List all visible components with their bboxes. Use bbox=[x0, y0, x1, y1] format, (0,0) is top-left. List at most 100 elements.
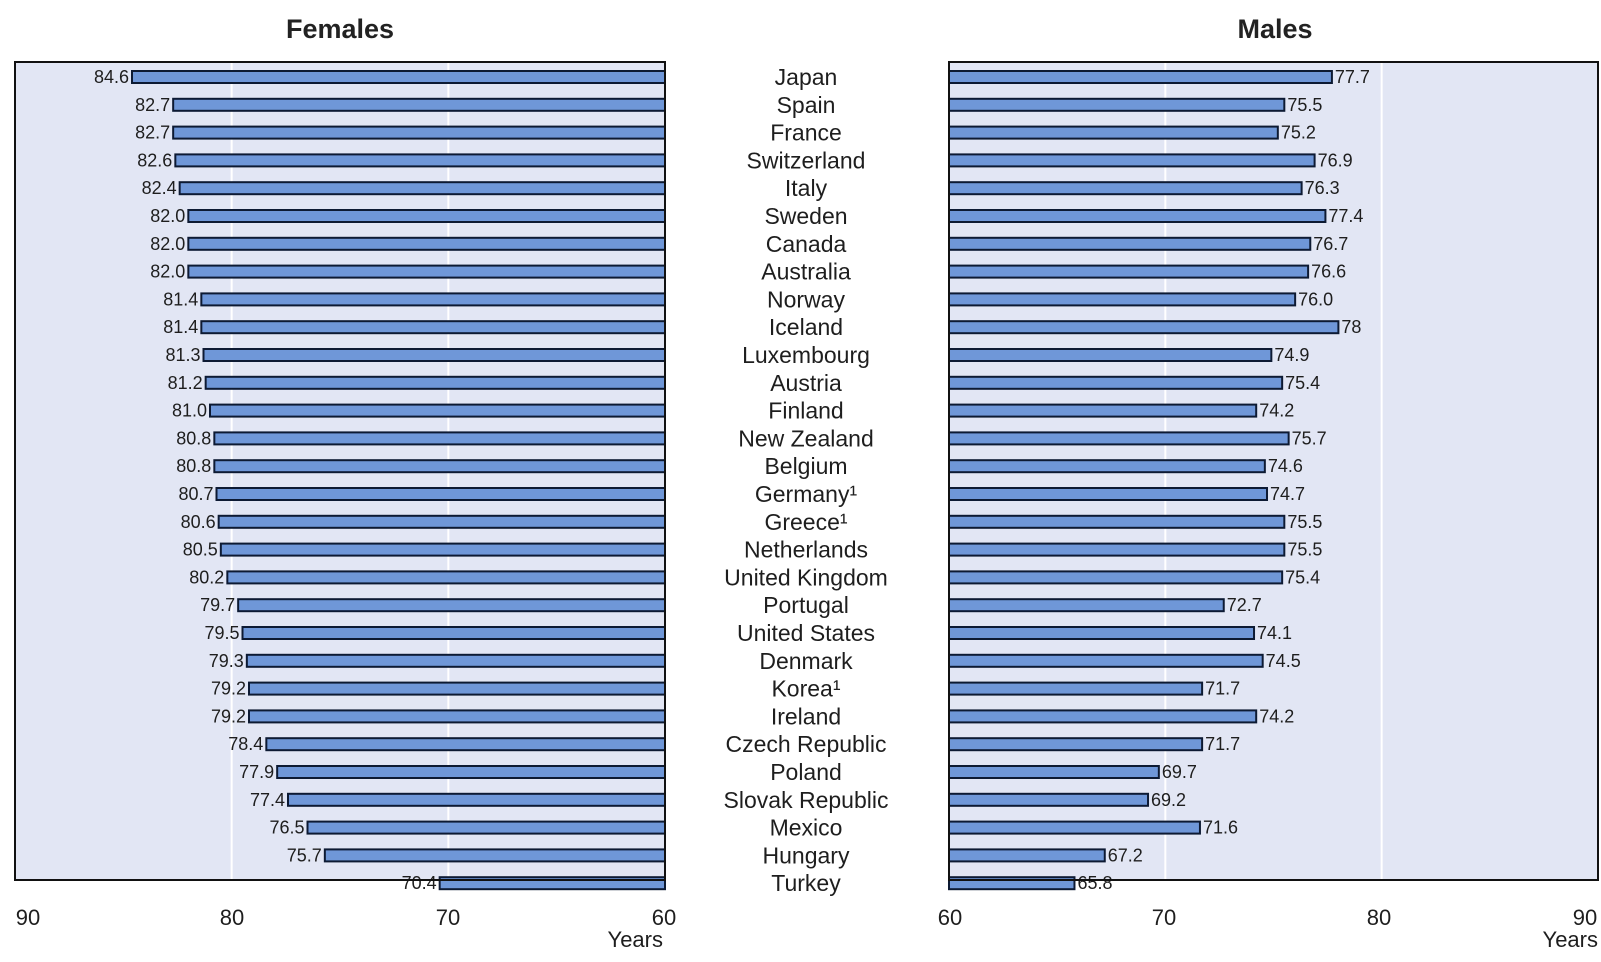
females-value-label: 81.4 bbox=[163, 317, 198, 337]
males-bar bbox=[948, 653, 1264, 668]
males-bar bbox=[948, 97, 1286, 112]
males-bar bbox=[948, 792, 1150, 807]
females-value-label: 80.6 bbox=[181, 512, 216, 532]
females-value-label: 81.3 bbox=[165, 345, 200, 365]
females-tick-label: 60 bbox=[652, 905, 676, 930]
country-label: Germany¹ bbox=[755, 481, 858, 507]
females-value-label: 80.8 bbox=[176, 428, 211, 448]
males-value-label: 74.2 bbox=[1259, 401, 1294, 421]
country-label: Turkey bbox=[771, 870, 841, 896]
females-bar bbox=[241, 626, 666, 640]
country-label: Ireland bbox=[771, 703, 841, 729]
females-tick-label: 80 bbox=[220, 905, 244, 930]
country-label: France bbox=[770, 120, 842, 146]
males-value-label: 69.7 bbox=[1162, 762, 1197, 782]
males-tick-label: 70 bbox=[1152, 905, 1176, 930]
country-label: Austria bbox=[770, 370, 842, 396]
females-value-label: 82.0 bbox=[150, 262, 185, 282]
males-value-label: 74.6 bbox=[1268, 456, 1303, 476]
males-value-label: 74.9 bbox=[1274, 345, 1309, 365]
females-bar bbox=[172, 125, 667, 140]
males-value-label: 71.7 bbox=[1205, 734, 1240, 754]
females-tick-label: 90 bbox=[16, 905, 40, 930]
country-label: Switzerland bbox=[747, 147, 866, 173]
females-value-label: 79.2 bbox=[211, 706, 246, 726]
males-value-label: 75.5 bbox=[1287, 512, 1322, 532]
males-axis-unit: Years bbox=[1543, 927, 1598, 952]
females-value-label: 82.7 bbox=[135, 123, 170, 143]
males-bar bbox=[948, 375, 1284, 390]
males-bar bbox=[948, 765, 1160, 779]
females-bar bbox=[178, 181, 667, 196]
females-bar bbox=[306, 820, 666, 835]
females-bar bbox=[200, 320, 666, 335]
country-label: Greece¹ bbox=[764, 509, 847, 535]
females-bar bbox=[287, 792, 666, 807]
males-bar bbox=[948, 459, 1266, 474]
females-value-label: 76.5 bbox=[269, 818, 304, 838]
females-value-label: 81.4 bbox=[163, 289, 198, 309]
males-value-label: 69.2 bbox=[1151, 790, 1186, 810]
country-label: Netherlands bbox=[744, 537, 868, 563]
country-label: Korea¹ bbox=[771, 676, 840, 702]
country-label: Japan bbox=[775, 64, 838, 90]
country-label: Luxembourg bbox=[742, 342, 870, 368]
males-value-label: 75.5 bbox=[1287, 540, 1322, 560]
males-value-label: 74.2 bbox=[1259, 706, 1294, 726]
country-label: Slovak Republic bbox=[724, 787, 889, 813]
males-value-label: 75.7 bbox=[1292, 428, 1327, 448]
males-bar bbox=[948, 236, 1312, 251]
females-bar bbox=[237, 598, 667, 613]
females-bar bbox=[187, 236, 666, 251]
males-bar bbox=[948, 737, 1204, 752]
females-value-label: 77.4 bbox=[250, 790, 285, 810]
females-bar bbox=[204, 375, 667, 390]
males-tick-label: 60 bbox=[938, 905, 962, 930]
males-bar bbox=[948, 514, 1286, 529]
country-label: United States bbox=[737, 620, 875, 646]
males-bar bbox=[948, 709, 1258, 724]
males-value-label: 71.6 bbox=[1203, 818, 1238, 838]
males-value-label: 65.8 bbox=[1077, 873, 1112, 893]
females-bar bbox=[248, 709, 666, 724]
country-label: Mexico bbox=[770, 815, 843, 841]
females-bar bbox=[209, 403, 666, 418]
country-label: Australia bbox=[761, 259, 851, 285]
females-value-label: 82.0 bbox=[150, 206, 185, 226]
females-value-label: 79.7 bbox=[200, 595, 235, 615]
females-bar bbox=[187, 209, 666, 223]
country-label: New Zealand bbox=[738, 425, 874, 451]
males-bar bbox=[948, 125, 1279, 140]
females-bar bbox=[174, 153, 666, 168]
males-value-label: 78 bbox=[1341, 317, 1361, 337]
country-label: Sweden bbox=[764, 203, 847, 229]
males-value-label: 75.4 bbox=[1285, 567, 1320, 587]
females-value-label: 79.2 bbox=[211, 679, 246, 699]
females-value-label: 79.3 bbox=[209, 651, 244, 671]
females-bar bbox=[187, 264, 666, 279]
females-bar bbox=[265, 737, 666, 752]
males-value-label: 71.7 bbox=[1205, 679, 1240, 699]
females-bar bbox=[276, 765, 666, 779]
females-value-label: 81.0 bbox=[172, 401, 207, 421]
country-label: Spain bbox=[777, 92, 836, 118]
females-bar bbox=[213, 431, 666, 446]
country-label: Portugal bbox=[763, 592, 849, 618]
males-value-label: 74.5 bbox=[1266, 651, 1301, 671]
country-label: Belgium bbox=[764, 453, 847, 479]
males-bar bbox=[948, 209, 1327, 223]
country-label: Denmark bbox=[759, 648, 853, 674]
females-value-label: 82.4 bbox=[142, 178, 177, 198]
females-value-label: 80.5 bbox=[183, 540, 218, 560]
country-label: Iceland bbox=[769, 314, 843, 340]
males-bar bbox=[948, 598, 1225, 613]
males-value-label: 76.9 bbox=[1318, 150, 1353, 170]
males-value-label: 75.4 bbox=[1285, 373, 1320, 393]
country-label: United Kingdom bbox=[724, 564, 888, 590]
males-bar bbox=[948, 487, 1269, 501]
males-tick-label: 80 bbox=[1367, 905, 1391, 930]
country-label: Poland bbox=[770, 759, 842, 785]
males-value-label: 67.2 bbox=[1108, 845, 1143, 865]
country-label: Hungary bbox=[763, 842, 850, 868]
males-bar bbox=[948, 542, 1286, 557]
